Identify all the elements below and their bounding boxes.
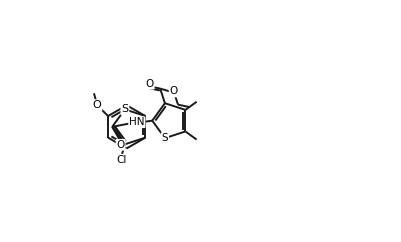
Text: HN: HN xyxy=(129,117,144,127)
Text: O: O xyxy=(116,140,124,150)
Text: S: S xyxy=(121,104,128,114)
Text: O: O xyxy=(145,79,154,89)
Text: O: O xyxy=(93,100,101,110)
Text: S: S xyxy=(161,133,168,143)
Text: O: O xyxy=(169,86,177,97)
Text: Cl: Cl xyxy=(116,155,127,165)
